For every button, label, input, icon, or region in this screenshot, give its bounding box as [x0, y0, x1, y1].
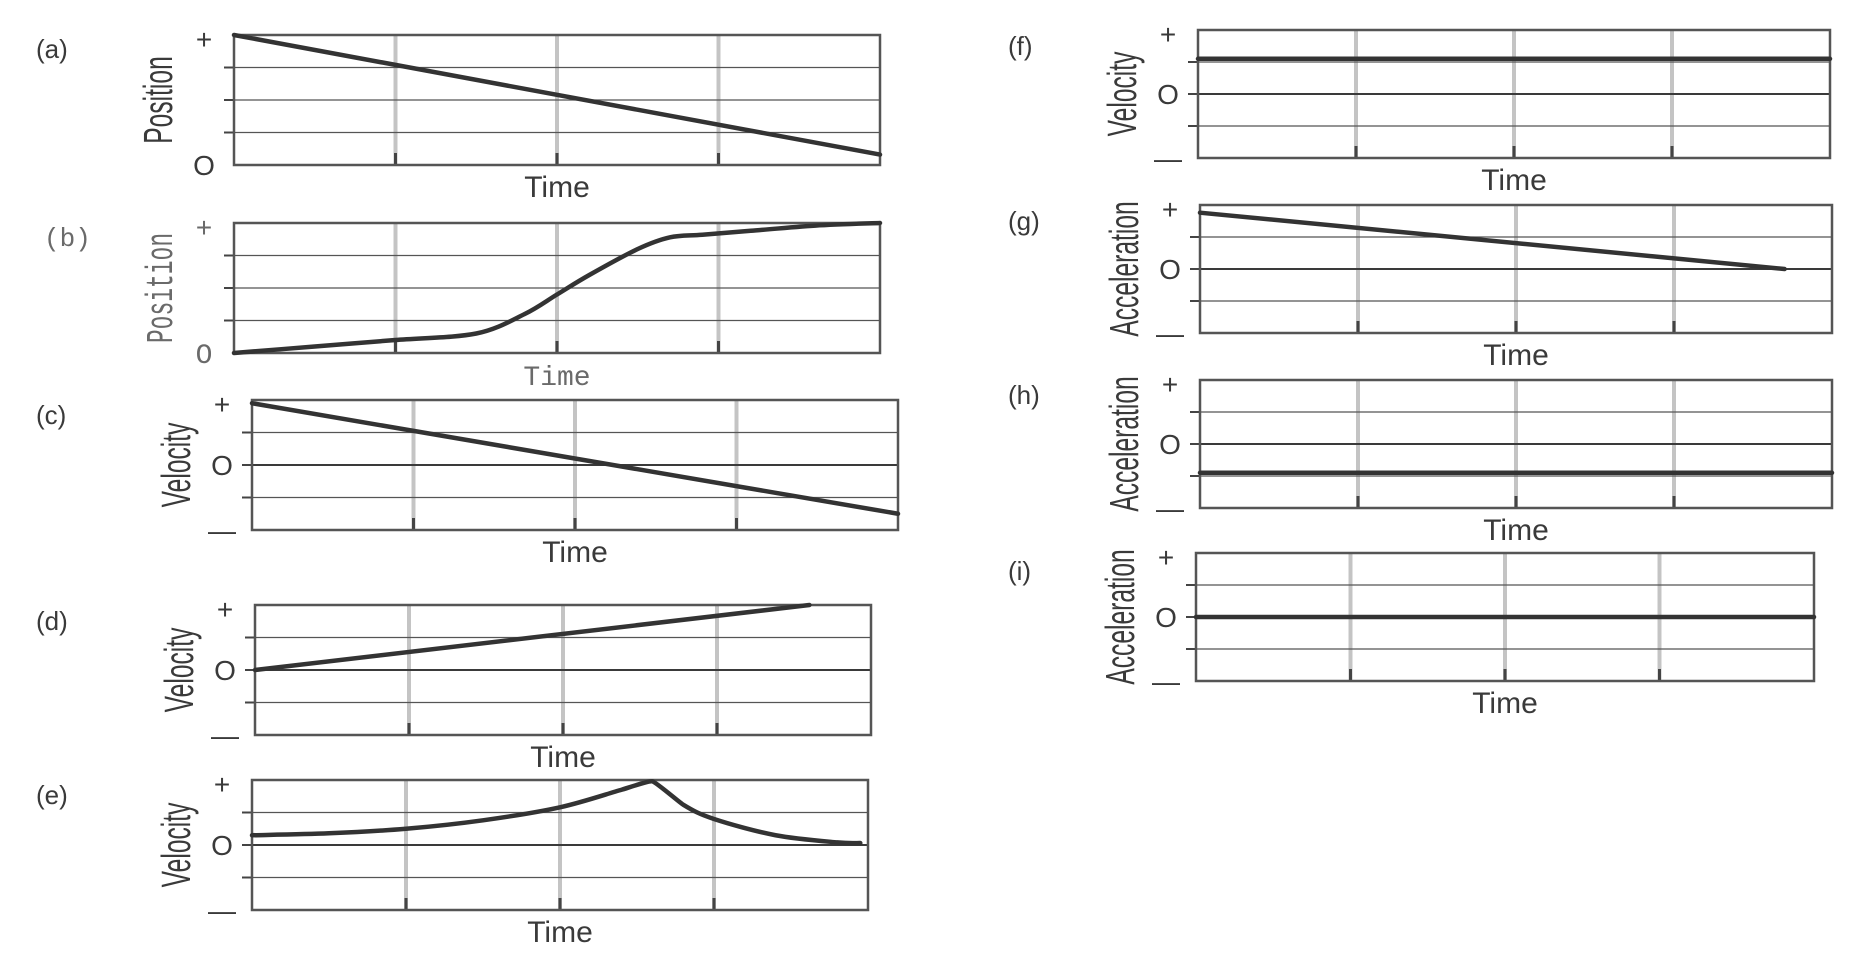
- y-tick-label: O: [1159, 254, 1181, 285]
- x-axis-label: Time: [530, 741, 596, 774]
- x-axis-label: Time: [527, 916, 593, 949]
- series-line-d: [252, 602, 812, 673]
- y-tick-label: +: [217, 594, 233, 625]
- y-tick-label: O: [211, 450, 233, 481]
- series-line-a: [231, 32, 883, 157]
- y-tick-label: O: [1159, 429, 1181, 460]
- plot-frame: [250, 398, 900, 532]
- y-axis-label: Velocity: [158, 627, 203, 712]
- panel-label-d: (d): [36, 606, 68, 636]
- y-tick-label: —: [1156, 318, 1184, 349]
- y-axis-label: Acceleration: [1103, 201, 1148, 336]
- plot-frame: [1198, 378, 1834, 510]
- panel-label-a: (a): [36, 34, 68, 64]
- y-axis-label: Velocity: [1101, 51, 1146, 136]
- y-tick-label: O: [214, 655, 236, 686]
- y-tick-label: +: [196, 24, 212, 55]
- panel-i: (i) + O — Acceleration Time: [1008, 542, 1817, 720]
- y-tick-label: —: [1156, 493, 1184, 524]
- plot-frame: [250, 778, 870, 912]
- panel-e: (e) + O — Velocity Time: [36, 769, 870, 949]
- y-tick-label: +: [214, 769, 230, 800]
- panel-label-e: (e): [36, 780, 68, 810]
- panel-c: (c) + O — Velocity Time: [36, 389, 901, 569]
- panel-h: (h) + O — Acceleration Time: [1008, 369, 1835, 547]
- x-axis-label: Time: [523, 363, 590, 394]
- x-axis-label: Time: [1481, 164, 1547, 197]
- x-axis-label: Time: [1483, 514, 1549, 547]
- x-axis-label: Time: [542, 536, 608, 569]
- panel-label-i: (i): [1008, 556, 1031, 586]
- y-tick-label: +: [214, 389, 230, 420]
- y-axis-label: Position: [137, 56, 182, 144]
- y-tick-label: —: [208, 895, 236, 926]
- y-tick-label: —: [1152, 666, 1180, 697]
- y-axis-label: Velocity: [155, 802, 200, 887]
- series-line-c: [249, 401, 901, 516]
- y-axis-label: Acceleration: [1099, 549, 1144, 684]
- y-tick-label: O: [1155, 602, 1177, 633]
- y-tick-label: +: [1158, 542, 1174, 573]
- plot-frame: [232, 221, 882, 355]
- series-line-g: [1197, 210, 1787, 272]
- y-tick-label: O: [193, 150, 215, 181]
- y-tick-label: +: [1160, 19, 1176, 50]
- y-axis-label: Acceleration: [1103, 376, 1148, 511]
- y-tick-label: O: [211, 830, 233, 861]
- y-tick-label: —: [1154, 143, 1182, 174]
- panel-b: (b) + O Position Time: [44, 215, 883, 394]
- x-axis-label: Time: [1472, 687, 1538, 720]
- y-tick-label: O: [196, 341, 213, 372]
- plot-frame: [1196, 28, 1832, 160]
- panel-label-g: (g): [1008, 206, 1040, 236]
- panel-label-c: (c): [36, 400, 66, 430]
- y-axis-label: Position: [142, 233, 184, 343]
- panel-label-f: (f): [1008, 31, 1033, 61]
- y-tick-label: —: [211, 720, 239, 751]
- series-line-b: [231, 220, 883, 356]
- plot-frame: [1198, 203, 1834, 335]
- y-axis-label: Velocity: [155, 422, 200, 507]
- panel-d: (d) + O — Velocity Time: [36, 594, 873, 774]
- plot-frame: [232, 33, 882, 167]
- x-axis-label: Time: [524, 171, 590, 204]
- panel-f: (f) + O — Velocity Time: [1008, 19, 1833, 197]
- series-line-e: [249, 779, 863, 846]
- panel-g: (g) + O — Acceleration Time: [1008, 194, 1834, 372]
- panel-label-b: (b): [44, 224, 91, 254]
- y-tick-label: —: [208, 515, 236, 546]
- y-tick-label: O: [1157, 79, 1179, 110]
- y-tick-label: +: [1162, 369, 1178, 400]
- panel-a: (a) + O Position Time: [36, 24, 883, 204]
- x-axis-label: Time: [1483, 339, 1549, 372]
- panel-label-h: (h): [1008, 380, 1040, 410]
- y-tick-label: +: [1162, 194, 1178, 225]
- y-tick-label: +: [196, 215, 213, 246]
